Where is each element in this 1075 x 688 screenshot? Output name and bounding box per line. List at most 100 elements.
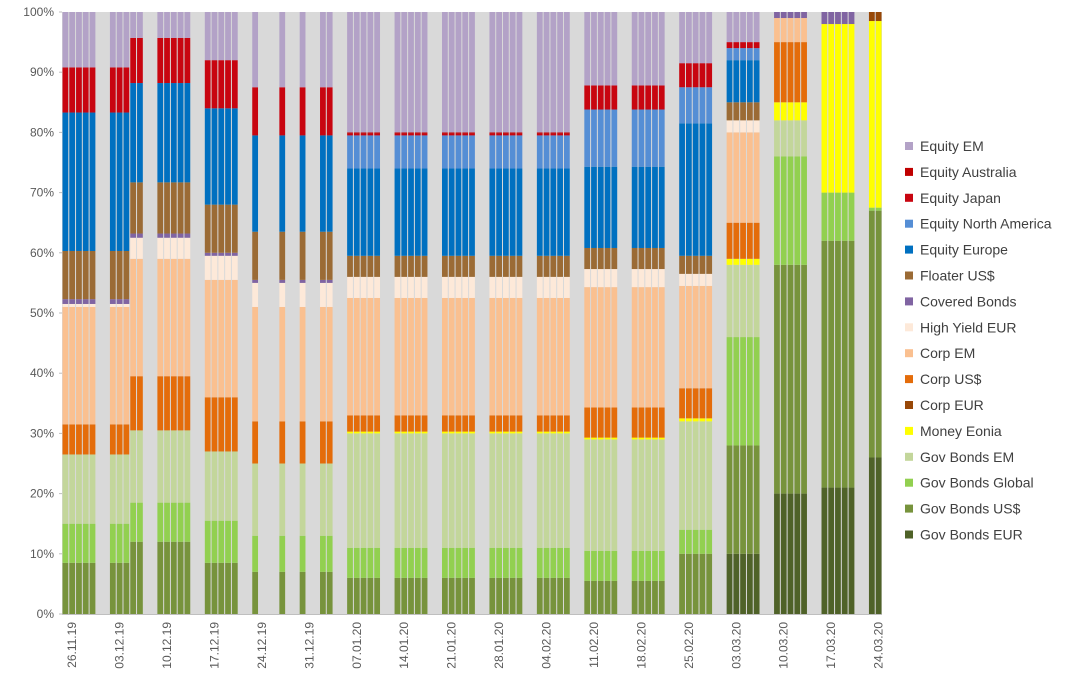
- bar-segment: [116, 303, 123, 307]
- bar-segment: [726, 42, 733, 49]
- bar-segment: [591, 247, 597, 270]
- bar-segment: [774, 493, 780, 614]
- bar-segment: [299, 12, 306, 88]
- bar-segment: [502, 168, 509, 256]
- bar-segment: [225, 60, 231, 109]
- bar-segment: [414, 132, 421, 134]
- bar-segment: [320, 463, 326, 536]
- bar-segment: [611, 12, 618, 86]
- bar-segment: [360, 135, 367, 169]
- bar-segment: [442, 276, 448, 298]
- legend-label: Gov Bonds EM: [920, 449, 1014, 465]
- bar-segment: [462, 547, 469, 578]
- bar-segment: [591, 166, 597, 248]
- bar-segment: [347, 431, 353, 434]
- bar-segment: [543, 297, 550, 416]
- bar-segment: [536, 276, 543, 298]
- bar-segment: [794, 12, 801, 19]
- bar-segment: [516, 255, 523, 277]
- bar-segment: [353, 135, 360, 169]
- bar-segment: [746, 12, 753, 43]
- bar-segment: [164, 376, 170, 431]
- bar-segment: [753, 102, 760, 121]
- bar-segment: [82, 306, 89, 425]
- bar-segment: [584, 269, 591, 288]
- bar-segment: [787, 493, 794, 614]
- bar-segment: [604, 580, 611, 614]
- bar-segment: [706, 87, 713, 124]
- bar-segment: [584, 109, 591, 167]
- x-tick-label: 17.03.20: [824, 622, 838, 669]
- bar-segment: [320, 306, 326, 422]
- bar-segment: [204, 204, 211, 253]
- bar-segment: [509, 577, 516, 614]
- bar-segment: [462, 433, 469, 548]
- bar-segment: [516, 135, 523, 169]
- bar-segment: [455, 433, 462, 548]
- bar-segment: [170, 83, 177, 183]
- bar-segment: [462, 276, 469, 298]
- bar-segment: [794, 18, 801, 43]
- bar-segment: [706, 529, 713, 554]
- bar-segment: [726, 222, 733, 259]
- bar-segment: [218, 60, 225, 109]
- bar-segment: [211, 520, 218, 563]
- y-tick-label: 90%: [30, 65, 54, 79]
- bar-segment: [62, 454, 69, 524]
- bar-segment: [184, 258, 191, 377]
- bar-segment: [699, 255, 706, 274]
- bar-segment: [787, 102, 794, 121]
- bar-segment: [69, 112, 76, 251]
- bar-segment: [828, 24, 835, 193]
- bar-segment: [780, 264, 787, 494]
- bar-segment: [448, 12, 455, 133]
- bar-segment: [679, 63, 685, 88]
- bar-segment: [204, 397, 211, 452]
- bar-segment: [299, 231, 306, 280]
- bar-segment: [408, 12, 414, 133]
- bar-segment: [740, 258, 746, 265]
- bar-segment: [360, 547, 367, 578]
- bar-segment: [421, 135, 428, 169]
- bar-segment: [204, 108, 211, 205]
- bar-segment: [374, 297, 381, 416]
- bar-segment: [394, 133, 401, 136]
- bar-segment: [448, 133, 455, 136]
- bar-segment: [496, 168, 502, 256]
- bar-segment: [746, 222, 753, 259]
- bar-segment: [489, 431, 496, 434]
- bar-segment: [252, 421, 259, 464]
- legend-label: High Yield EUR: [920, 319, 1017, 335]
- legend-label: Corp EM: [920, 345, 975, 361]
- bar-segment: [875, 210, 882, 458]
- bar-segment: [611, 407, 618, 438]
- bar-segment: [652, 85, 658, 110]
- legend-label: Equity Australia: [920, 164, 1017, 180]
- bar-segment: [170, 37, 177, 84]
- bar-segment: [611, 85, 618, 110]
- bar-segment: [740, 102, 746, 121]
- bar-segment: [638, 580, 645, 614]
- bar-segment: [184, 233, 191, 238]
- bar-segment: [645, 12, 652, 86]
- bar-segment: [658, 269, 665, 288]
- bar-segment: [821, 487, 828, 614]
- bar-segment: [868, 12, 875, 22]
- bar-segment: [780, 18, 787, 43]
- bar-segment: [509, 255, 516, 277]
- bar-segment: [543, 276, 550, 298]
- bar-segment: [740, 553, 746, 614]
- bar-segment: [496, 431, 502, 434]
- bar-segment: [353, 276, 360, 298]
- bar-segment: [320, 87, 326, 136]
- bar-segment: [218, 451, 225, 521]
- bar-segment: [631, 247, 638, 270]
- bar-segment: [218, 562, 225, 614]
- legend-swatch: [905, 142, 913, 150]
- bar-segment: [177, 376, 184, 431]
- bar-segment: [557, 168, 563, 256]
- legend-label: Corp EUR: [920, 397, 984, 413]
- bar-segment: [536, 168, 543, 256]
- bar-segment: [170, 237, 177, 259]
- bar-segment: [631, 12, 638, 86]
